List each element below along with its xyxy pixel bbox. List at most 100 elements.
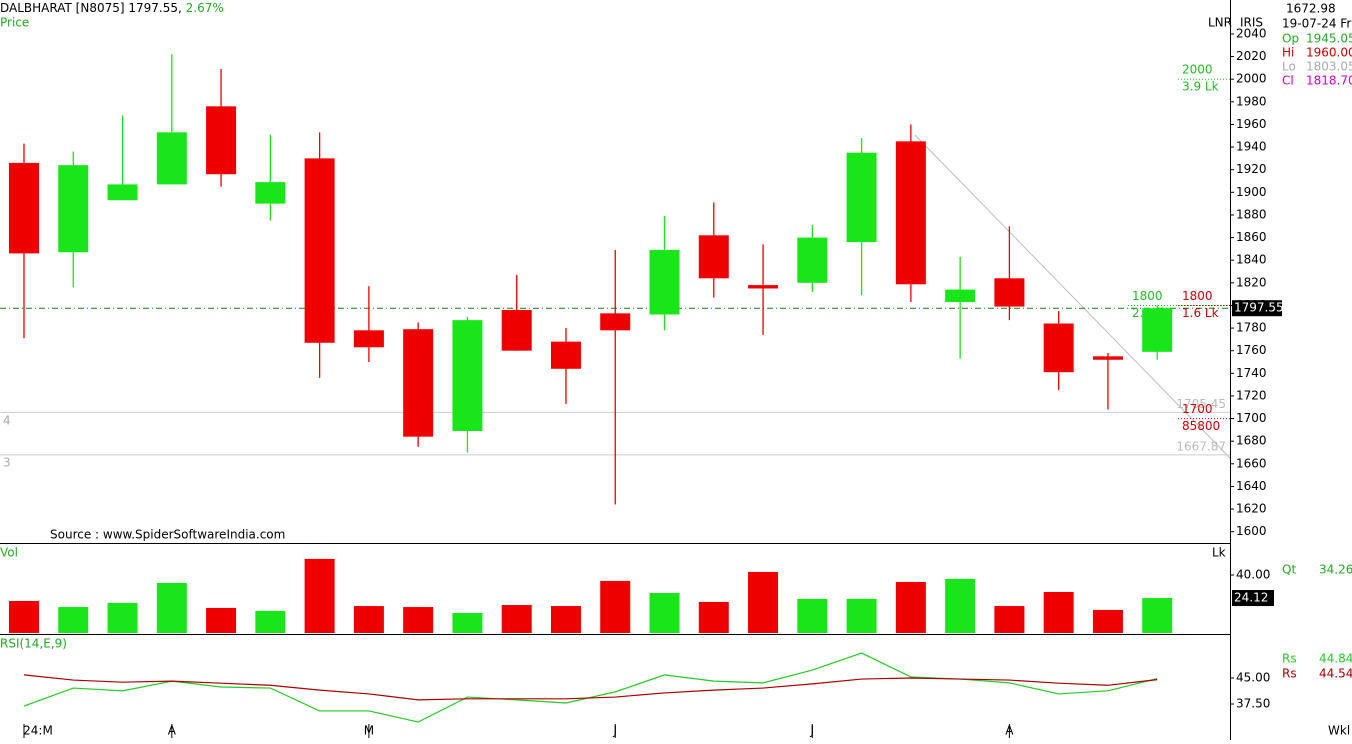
y-tick-label: 1900	[1236, 185, 1267, 199]
info-key: Cl	[1282, 74, 1294, 88]
candle-body	[206, 106, 237, 175]
y-tick-label: 1600	[1236, 524, 1267, 538]
candle-body	[501, 309, 532, 351]
timeframe: Wkl	[1328, 724, 1350, 738]
annotation: 85800	[1182, 419, 1220, 433]
y-tick-label: 2040	[1236, 26, 1267, 40]
volume-bar	[1142, 598, 1173, 633]
unit: Lk	[1212, 546, 1226, 560]
candle-body	[1043, 323, 1074, 373]
panel-label: Price	[0, 16, 29, 30]
y-tick-label: 1680	[1236, 434, 1267, 448]
scale-name: IRIS	[1240, 16, 1263, 30]
volume-bar	[452, 612, 483, 633]
side-label: 3	[3, 456, 11, 470]
x-tick-label: J	[810, 724, 815, 738]
qt-key: Qt	[1282, 563, 1296, 577]
volume-bar	[846, 598, 877, 633]
annotation: 1800	[1132, 289, 1163, 303]
volume-bar	[649, 592, 680, 633]
volume-bar	[156, 582, 187, 633]
y-tick-label: 1920	[1236, 162, 1267, 176]
volume-bar	[1043, 591, 1074, 633]
annotation: 3.9 Lk	[1182, 80, 1219, 94]
candle-body	[698, 235, 729, 279]
scale-name: LNR	[1208, 16, 1232, 30]
legend-name: Rs	[1282, 667, 1297, 681]
volume-bar	[403, 607, 434, 633]
candle-body	[748, 285, 779, 289]
qt-value: 34.26	[1319, 563, 1352, 577]
last-price-label: 1797.55	[1234, 301, 1284, 315]
candle-body	[58, 165, 89, 253]
y-tick-label: 45.00	[1236, 671, 1270, 685]
candle-body	[600, 313, 631, 331]
annotation: 1700	[1182, 402, 1213, 416]
info-value: 1945.05	[1306, 32, 1352, 46]
candle-body	[649, 250, 680, 315]
info-key: Lo	[1282, 60, 1296, 74]
y-tick-label: 1780	[1236, 321, 1267, 335]
volume-bar	[1092, 609, 1123, 633]
candle-body	[895, 141, 926, 285]
volume-bar	[501, 605, 532, 633]
legend-value: 44.84	[1319, 652, 1352, 666]
x-tick-label: A	[168, 724, 177, 738]
candle-body	[1142, 308, 1173, 352]
candle-body	[255, 182, 286, 204]
volume-bar	[304, 558, 335, 633]
volume-bar	[600, 580, 631, 633]
cursor-value: 1672.98	[1286, 2, 1336, 16]
y-tick-label: 1960	[1236, 117, 1267, 131]
last-volume-box	[1232, 590, 1274, 607]
info-key: Op	[1282, 32, 1299, 46]
panel-label: Vol	[0, 546, 18, 560]
annotation: 1.6 Lk	[1182, 306, 1219, 320]
volume-bar	[550, 606, 581, 633]
candle-body	[107, 184, 138, 201]
trend-line	[914, 134, 1231, 459]
volume-bar	[107, 602, 138, 633]
y-tick-label: 1720	[1236, 388, 1267, 402]
annotation: 2000	[1182, 63, 1213, 77]
y-tick-label: 1760	[1236, 343, 1267, 357]
y-tick-label: 1640	[1236, 479, 1267, 493]
candle-body	[9, 162, 39, 254]
candle-body	[452, 320, 483, 432]
candle-body	[156, 132, 187, 185]
candle-body	[304, 158, 335, 343]
x-tick-label: M	[364, 724, 374, 738]
volume-bar	[206, 607, 237, 633]
rsi-line	[23, 674, 1158, 701]
info-key: Hi	[1282, 46, 1294, 60]
last-price-box	[1232, 300, 1282, 317]
source: Source : www.SpiderSoftwareIndia.com	[50, 528, 285, 542]
candle-body	[353, 330, 384, 348]
reference-label: 1705.45	[1176, 397, 1226, 411]
y-tick-label: 2020	[1236, 49, 1267, 63]
annotation: 1800	[1182, 289, 1213, 303]
volume-bar	[698, 601, 729, 633]
volume-bar	[9, 600, 39, 633]
y-tick-label: 1840	[1236, 253, 1267, 267]
x-tick-label: 24:M	[23, 724, 53, 738]
volume-bar	[748, 571, 779, 633]
info-value: 1960.00	[1306, 46, 1352, 60]
panel-label: RSI(14,E,9)	[0, 637, 67, 651]
last-volume-label: 24.12	[1234, 591, 1268, 605]
candle-body	[403, 329, 434, 437]
legend-value: 44.54	[1319, 667, 1352, 681]
volume-bar	[353, 606, 384, 633]
symbol: DALBHARAT [N8075] 1797.55, 2.67%	[0, 1, 224, 15]
date: 19-07-24 Fri	[1282, 17, 1352, 31]
candle-body	[797, 237, 828, 283]
candle-body	[550, 341, 581, 369]
volume-bar	[895, 581, 926, 633]
volume-bar	[994, 606, 1025, 633]
volume-bar	[945, 578, 976, 633]
y-tick-label: 1980	[1236, 94, 1267, 108]
side-label: 4	[3, 414, 11, 428]
reference-label: 1667.87	[1176, 439, 1226, 453]
